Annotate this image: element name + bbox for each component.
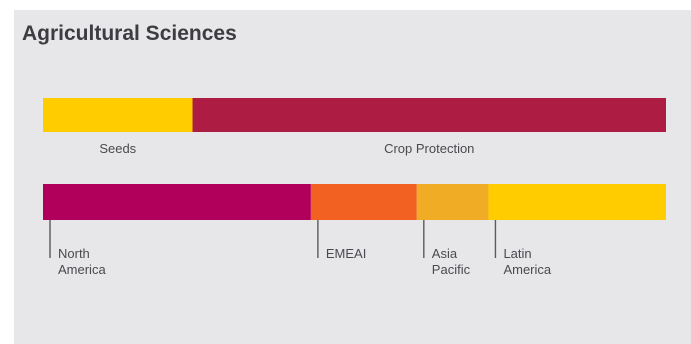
region-label-north-america: North America [58,246,106,277]
bar-segment-crop-protection [192,98,666,132]
segment-bar-chart: Seeds Crop Protection [43,98,666,156]
region-label-emeai: EMEAI [326,246,366,261]
region-label-line: Latin [503,246,531,261]
bar-segment-latin-america [488,184,666,220]
bar-segment-emeai [310,184,417,220]
bar-segment-north-america [43,184,311,220]
region-label-line: Pacific [432,262,471,277]
segment-label-seeds: Seeds [99,141,136,156]
bar-segment-seeds [43,98,193,132]
chart-title: Agricultural Sciences [22,22,237,45]
region-label-latin-america: Latin America [503,246,551,277]
region-label-line: North [58,246,90,261]
segment-label-crop-protection: Crop Protection [384,141,474,156]
bar-segment-asia-pacific [416,184,489,220]
region-label-line: America [58,262,106,277]
chart-panel [14,10,691,344]
region-label-line: America [503,262,551,277]
region-label-line: EMEAI [326,246,366,261]
region-label-line: Asia [432,246,458,261]
region-label-asia-pacific: Asia Pacific [432,246,471,277]
